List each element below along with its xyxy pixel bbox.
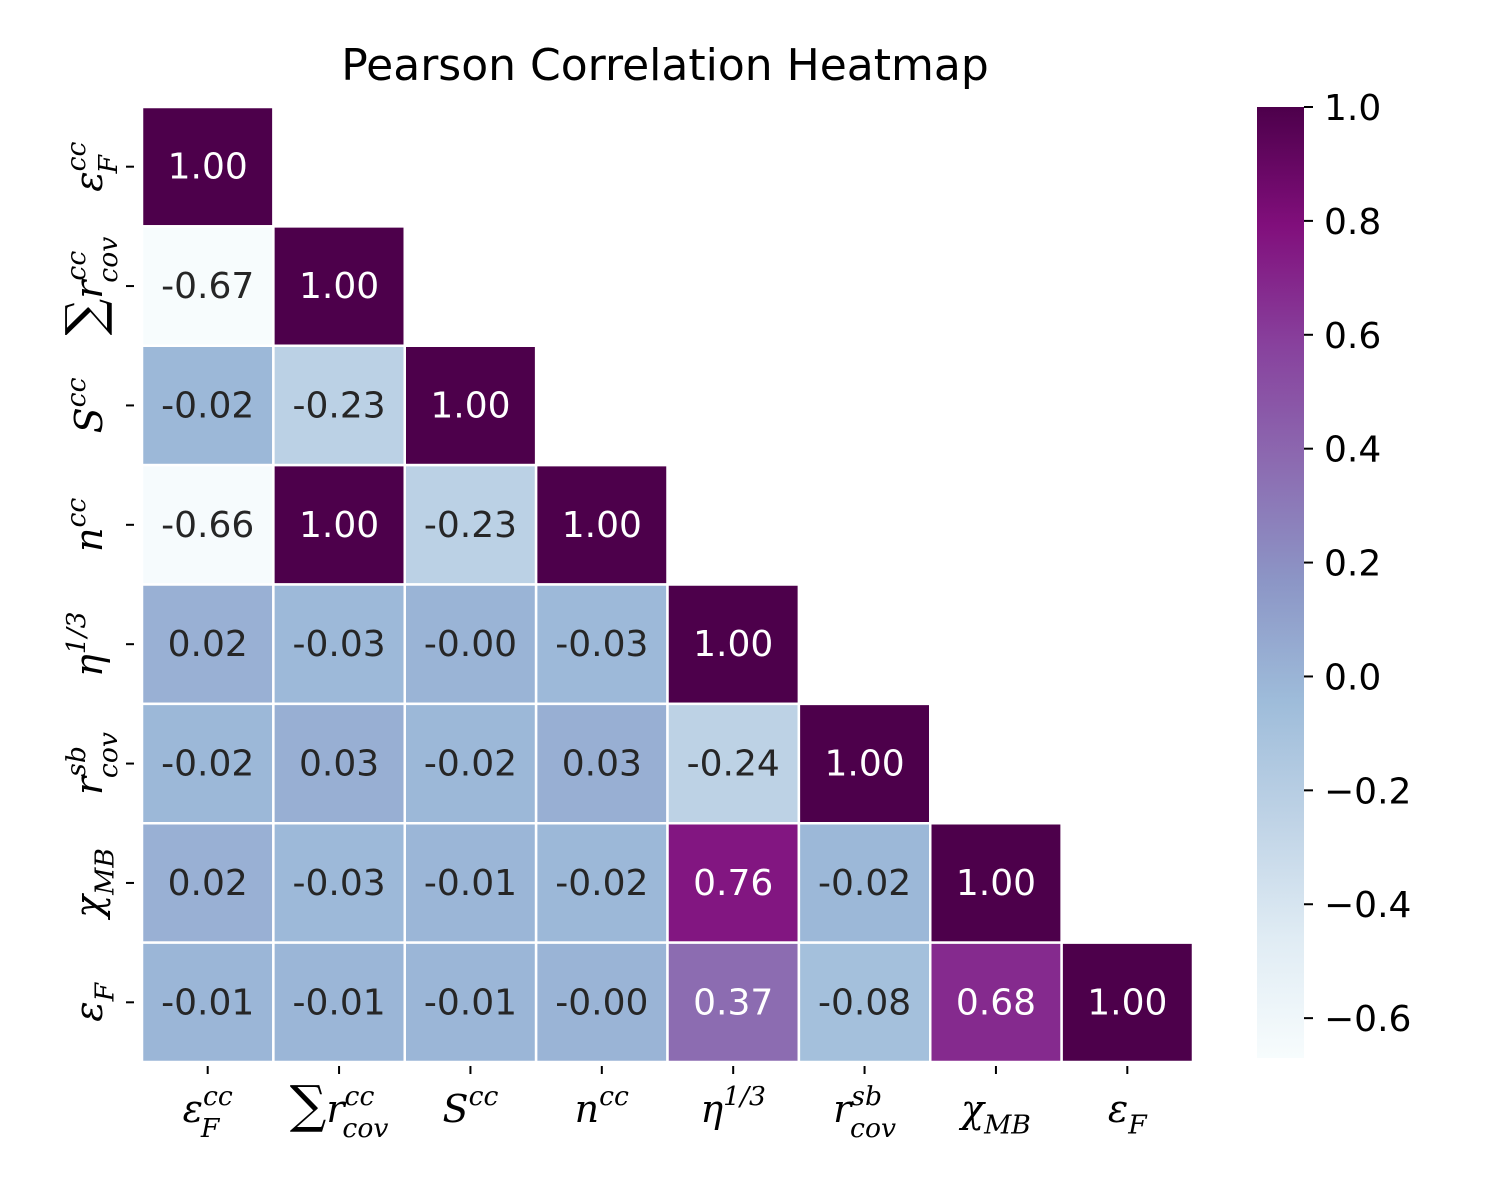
x-tick-label: rsb cov: [833, 1081, 896, 1144]
heatmap-cell: [403, 941, 538, 1064]
cell-value-label: -0.01: [292, 982, 385, 1023]
cell-value-label: 0.76: [693, 863, 773, 904]
heatmap-cell: [272, 822, 406, 944]
cell-value-label: 1.00: [1087, 982, 1167, 1023]
x-tick-label: ncc: [575, 1081, 629, 1131]
heatmap-cells: 1.00 -0.67 1.00 -0.02 -0.23 1.00 -0.66 1.00 -0.2…: [140, 105, 1195, 1064]
x-tick-label: Scc: [443, 1081, 499, 1131]
cell-value-label: -0.01: [161, 982, 254, 1023]
cell-value-label: -0.66: [161, 505, 254, 546]
heatmap-cell: [797, 941, 932, 1064]
cell-value-label: -0.24: [687, 744, 780, 785]
x-axis-labels: εcc F ∑rcc cov Scc ncc η1/3 rsb cov χMB εF: [183, 1066, 1148, 1144]
cell-value-label: 0.03: [299, 744, 379, 785]
colorbar-tick-label: −0.6: [1324, 999, 1411, 1040]
cell-value-label: 1.00: [430, 385, 510, 426]
heatmap-cell: [140, 941, 275, 1064]
cell-value-label: -0.02: [424, 744, 517, 785]
x-tick-label: εF: [1108, 1087, 1148, 1140]
y-tick-label: rsbcov: [61, 732, 124, 795]
colorbar: 1.0 0.8 0.6 0.4 0.2 0.0 −0.2 −0.4 −0.6: [1257, 88, 1411, 1058]
cell-value-label: -0.02: [555, 863, 648, 904]
heatmap-cell: [272, 463, 406, 586]
heatmap-cell: [797, 822, 932, 944]
heatmap-cell: [797, 702, 932, 825]
heatmap-cell: [534, 702, 669, 825]
cell-value-label: -0.01: [424, 863, 517, 904]
cell-value-label: -0.03: [292, 863, 385, 904]
cell-value-label: -0.02: [161, 744, 254, 785]
y-tick-label: χMB: [67, 848, 120, 921]
colorbar-tick-label: −0.4: [1324, 885, 1411, 926]
y-tick-label: ncc: [61, 498, 111, 552]
heatmap-cell: [1060, 941, 1195, 1064]
cell-value-label: 0.02: [168, 863, 248, 904]
cell-value-label: -0.23: [424, 505, 517, 546]
colorbar-tick-label: 0.8: [1324, 202, 1381, 243]
cell-value-label: 1.00: [956, 863, 1036, 904]
cell-value-label: -0.03: [292, 624, 385, 665]
colorbar-tick-label: 0.4: [1324, 430, 1381, 471]
cell-value-label: -0.08: [818, 982, 911, 1023]
x-tick-label: η1/3: [700, 1081, 766, 1131]
x-tick-label: εcc F: [183, 1081, 233, 1144]
heatmap-cell: [929, 941, 1063, 1064]
cell-value-label: 1.00: [824, 744, 904, 785]
cell-value-label: -0.02: [818, 863, 911, 904]
x-tick-label: χMB: [958, 1087, 1031, 1140]
heatmap-cell: [403, 344, 538, 467]
heatmap-cell: [403, 702, 538, 825]
heatmap-cell: [272, 225, 406, 347]
heatmap-cell: [272, 702, 406, 825]
heatmap-cell: [534, 463, 669, 586]
cell-value-label: 0.68: [956, 982, 1036, 1023]
colorbar-tick-label: −0.2: [1324, 771, 1411, 812]
heatmap-cell: [140, 822, 275, 944]
y-tick-label: εF: [67, 981, 120, 1021]
x-tick-label: ∑rcc cov: [290, 1075, 389, 1144]
cell-value-label: 1.00: [299, 266, 379, 307]
cell-value-label: 0.02: [168, 624, 248, 665]
y-tick-label: ∑rcccov: [55, 237, 124, 336]
y-tick-label: η1/3: [61, 611, 111, 677]
heatmap-cell: [534, 583, 669, 706]
colorbar-tick-label: 0.2: [1324, 544, 1381, 585]
cell-value-label: -0.01: [424, 982, 517, 1023]
cell-value-label: 1.00: [299, 505, 379, 546]
chart-title: Pearson Correlation Heatmap: [341, 40, 989, 91]
heatmap-cell: [140, 702, 275, 825]
heatmap-cell: [666, 702, 801, 825]
cell-value-label: -0.02: [161, 385, 254, 426]
colorbar-tick-label: 0.6: [1324, 316, 1381, 357]
cell-value-label: -0.67: [161, 266, 254, 307]
y-axis-labels: εccF ∑rcccov Scc ncc η1/3 rsbcov χMB εF: [55, 141, 134, 1022]
heatmap-cell: [929, 822, 1063, 944]
colorbar-gradient: [1257, 107, 1304, 1058]
heatmap-cell: [272, 583, 406, 706]
cell-value-label: 0.37: [693, 982, 773, 1023]
cell-value-label: -0.03: [555, 624, 648, 665]
cell-value-label: 1.00: [168, 147, 248, 188]
cell-value-label: -0.00: [424, 624, 517, 665]
colorbar-tick-label: 0.0: [1324, 657, 1381, 698]
y-tick-label: εccF: [61, 141, 124, 191]
cell-value-label: 0.03: [562, 744, 642, 785]
cell-value-label: 1.00: [693, 624, 773, 665]
y-tick-label: Scc: [61, 377, 111, 433]
heatmap-cell: [140, 105, 275, 228]
heatmap-cell: [140, 225, 275, 347]
colorbar-tick-label: 1.0: [1324, 88, 1381, 129]
cell-value-label: 1.00: [562, 505, 642, 546]
cell-value-label: -0.23: [292, 385, 385, 426]
cell-value-label: -0.00: [555, 982, 648, 1023]
